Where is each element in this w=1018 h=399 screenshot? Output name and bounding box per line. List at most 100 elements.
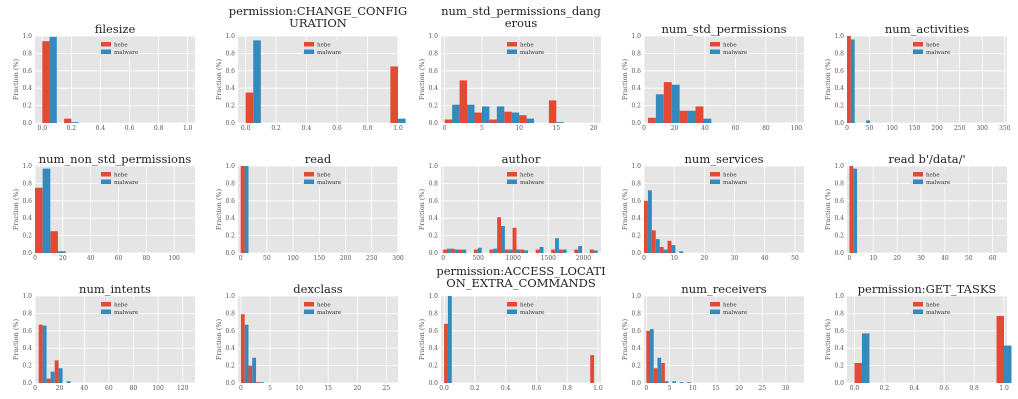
y-axis-label: Fraction (%) bbox=[824, 188, 832, 230]
y-tick-label: 1.0 bbox=[631, 163, 641, 170]
y-tick-label: 0.6 bbox=[834, 328, 844, 335]
chart-title-line: ON_EXTRA_COMMANDS bbox=[446, 276, 596, 290]
chart-panel-8: author 0.0 0.2 0.4 0.6 0.8 1.0 0 500 1000 1500 2000… bbox=[411, 130, 611, 268]
y-tick-label: 0.2 bbox=[834, 233, 844, 240]
y-tick-label: 0.2 bbox=[22, 363, 32, 370]
chart-panel-5: num_activities 0.0 0.2 0.4 0.6 0.8 1.0 0 50 100 15… bbox=[817, 0, 1017, 138]
x-tick-label: 0 bbox=[847, 255, 851, 260]
x-tick-label: 300 bbox=[392, 255, 404, 260]
x-tick-label: 0 bbox=[644, 385, 648, 390]
y-tick-label: 0.8 bbox=[225, 50, 235, 57]
legend-swatch-hebe bbox=[304, 172, 314, 177]
legend-swatch-malware bbox=[101, 309, 111, 314]
chart-title-line: num_services bbox=[685, 152, 764, 166]
x-tick-label: 1.0 bbox=[593, 385, 603, 390]
y-axis-label: Fraction (%) bbox=[12, 58, 20, 100]
x-tick-label: 30 bbox=[782, 385, 790, 390]
legend-swatch-hebe bbox=[101, 302, 111, 307]
bar-malware bbox=[259, 382, 264, 383]
x-tick-label: 0.6 bbox=[532, 385, 542, 390]
y-tick-label: 0.8 bbox=[834, 50, 844, 57]
bar-hebe bbox=[46, 378, 51, 383]
y-tick-label: 0.2 bbox=[22, 233, 32, 240]
x-tick-label: 5 bbox=[268, 385, 272, 390]
bar-malware bbox=[687, 382, 691, 383]
legend-swatch-malware bbox=[507, 49, 517, 54]
bar-malware bbox=[866, 120, 870, 123]
legend-label-hebe: hebe bbox=[317, 303, 331, 309]
y-tick-label: 0.0 bbox=[225, 250, 235, 257]
legend-swatch-hebe bbox=[304, 302, 314, 307]
x-tick-label: 60 bbox=[105, 385, 113, 390]
x-tick-label: 0 bbox=[33, 255, 37, 260]
x-tick-label: 30 bbox=[731, 255, 739, 260]
legend-label-malware: malware bbox=[317, 310, 341, 316]
chart-svg: num_intents 0.0 0.2 0.4 0.6 0.8 1.0 0 20 40 60 80 10… bbox=[12, 282, 195, 398]
y-tick-label: 0.0 bbox=[225, 380, 235, 387]
y-axis-label: Fraction (%) bbox=[621, 318, 629, 360]
y-tick-label: 0.0 bbox=[834, 380, 844, 387]
x-tick-label: 20 bbox=[893, 255, 901, 260]
legend-swatch-malware bbox=[710, 179, 720, 184]
y-tick-label: 0.8 bbox=[428, 310, 438, 317]
y-tick-label: 0.8 bbox=[631, 310, 641, 317]
chart-panel-10: read b'/data/' 0.0 0.2 0.4 0.6 0.8 1.0 0 10 20 30 4… bbox=[817, 130, 1017, 268]
x-tick-label: 0 bbox=[642, 125, 646, 130]
y-tick-label: 0.0 bbox=[834, 120, 844, 127]
x-tick-label: 20 bbox=[56, 385, 64, 390]
chart-title-line: permission:CHANGE_CONFIG bbox=[229, 4, 407, 18]
legend-swatch-hebe bbox=[507, 172, 517, 177]
legend-label-malware: malware bbox=[114, 50, 138, 56]
chart-title-line: author bbox=[502, 152, 541, 166]
legend-swatch-malware bbox=[913, 179, 923, 184]
x-tick-label: 20 bbox=[353, 385, 361, 390]
bar-malware bbox=[42, 168, 51, 253]
legend-label-hebe: hebe bbox=[926, 43, 940, 49]
bar-hebe bbox=[651, 230, 656, 253]
y-tick-label: 0.0 bbox=[631, 250, 641, 257]
y-tick-label: 1.0 bbox=[22, 293, 32, 300]
legend-label-malware: malware bbox=[926, 50, 950, 56]
chart-svg: num_activities 0.0 0.2 0.4 0.6 0.8 1.0 0 50 100 15… bbox=[824, 22, 1011, 138]
y-tick-label: 0.2 bbox=[428, 103, 438, 110]
x-tick-label: 20 bbox=[671, 125, 679, 130]
y-tick-label: 1.0 bbox=[631, 33, 641, 40]
chart-svg: num_services 0.0 0.2 0.4 0.6 0.8 1.0 0 10 20 30 40 5… bbox=[621, 152, 804, 268]
legend-label-malware: malware bbox=[520, 50, 544, 56]
legend-swatch-malware bbox=[913, 49, 923, 54]
x-tick-label: 20 bbox=[59, 255, 67, 260]
bar-malware bbox=[71, 122, 79, 123]
chart-title-line: num_non_std_permissions bbox=[39, 152, 192, 166]
x-tick-label: 0.8 bbox=[363, 125, 373, 130]
y-tick-label: 0.0 bbox=[631, 120, 641, 127]
x-tick-label: 80 bbox=[130, 385, 138, 390]
y-axis-label: Fraction (%) bbox=[824, 318, 832, 360]
bar-malware bbox=[524, 250, 529, 253]
chart-title-line: read bbox=[305, 152, 332, 166]
bar-hebe bbox=[504, 249, 509, 253]
chart-title-line: num_activities bbox=[885, 22, 969, 36]
bar-malware bbox=[679, 382, 684, 383]
y-tick-label: 0.6 bbox=[225, 328, 235, 335]
legend-label-malware: malware bbox=[520, 180, 544, 186]
bar-hebe bbox=[551, 249, 556, 253]
x-tick-label: 350 bbox=[999, 125, 1011, 130]
legend-swatch-malware bbox=[710, 49, 720, 54]
x-tick-label: 40 bbox=[87, 255, 95, 260]
chart-panel-13: permission:ACCESS_LOCATI ON_EXTRA_COMMAND… bbox=[411, 260, 611, 398]
legend-label-hebe: hebe bbox=[926, 303, 940, 309]
y-tick-label: 0.4 bbox=[22, 85, 32, 92]
bar-hebe bbox=[589, 249, 594, 253]
x-tick-label: 0.2 bbox=[67, 125, 77, 130]
x-tick-label: 0.8 bbox=[562, 385, 572, 390]
legend-label-hebe: hebe bbox=[520, 303, 534, 309]
bar-hebe bbox=[390, 66, 398, 123]
x-tick-label: 0.0 bbox=[439, 385, 449, 390]
bar-hebe bbox=[849, 166, 854, 253]
x-tick-label: 50 bbox=[263, 255, 271, 260]
